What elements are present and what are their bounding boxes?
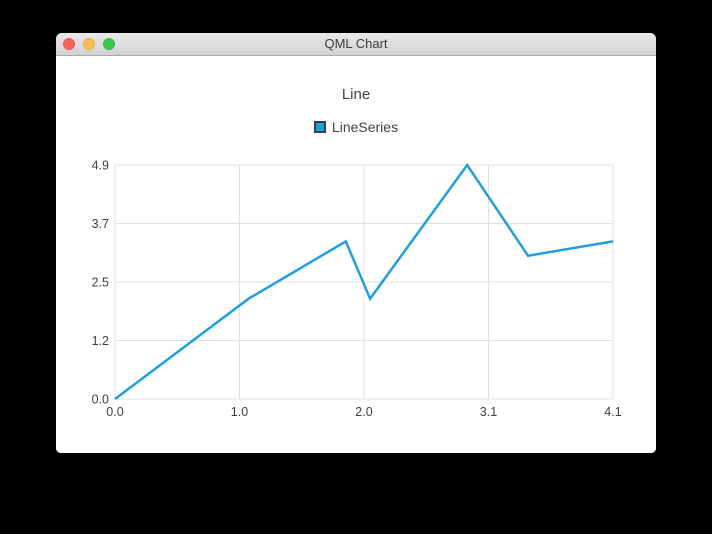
chart-title: Line bbox=[341, 86, 371, 103]
x-tick-label: 1.0 bbox=[231, 405, 248, 419]
window-content: Line LineSeries 0.0 1.0 2.0 3.1 4.1 0.0 1.2 2.5… bbox=[56, 56, 656, 453]
close-button[interactable] bbox=[63, 38, 75, 50]
y-tick-label: 3.7 bbox=[92, 217, 109, 231]
legend-marker-icon bbox=[313, 121, 326, 133]
app-window: QML Chart Line LineSeries 0.0 1.0 2.0 3.1 4.… bbox=[56, 33, 656, 453]
zoom-button[interactable] bbox=[103, 38, 115, 50]
window-controls bbox=[63, 38, 115, 50]
x-tick-label: 0.0 bbox=[106, 405, 123, 419]
x-tick-label: 2.0 bbox=[355, 405, 372, 419]
window-titlebar[interactable]: QML Chart bbox=[56, 33, 656, 56]
line-series-path bbox=[114, 162, 614, 400]
y-tick-label: 1.2 bbox=[92, 334, 109, 348]
y-tick-label: 4.9 bbox=[92, 159, 109, 173]
x-tick-label: 4.1 bbox=[604, 405, 621, 419]
legend-series-label: LineSeries bbox=[331, 119, 399, 135]
window-title: QML Chart bbox=[324, 36, 388, 51]
x-tick-label: 3.1 bbox=[480, 405, 497, 419]
minimize-button[interactable] bbox=[83, 38, 95, 50]
plot-area: 0.0 1.0 2.0 3.1 4.1 0.0 1.2 2.5 3.7 4.9 bbox=[92, 159, 622, 420]
y-tick-label: 2.5 bbox=[92, 276, 109, 290]
chart-legend: LineSeries bbox=[56, 119, 656, 135]
y-tick-label: 0.0 bbox=[92, 393, 109, 407]
